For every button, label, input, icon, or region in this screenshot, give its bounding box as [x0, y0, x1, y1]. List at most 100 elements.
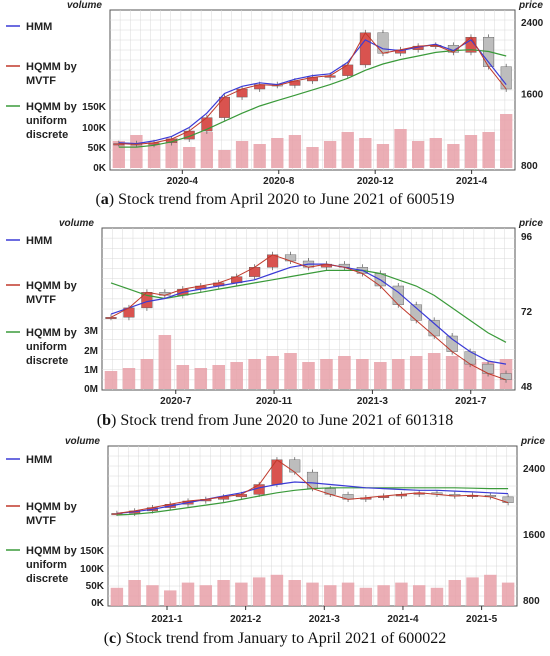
x-tick-label: 2021-4: [387, 614, 419, 625]
volume-bar: [448, 580, 461, 606]
volume-bar: [235, 141, 249, 168]
caption-c: (c) Stock trend from January to April 20…: [103, 630, 447, 647]
legend-hmm-label: HMM: [26, 454, 52, 466]
legend-hmm-label: HMM: [26, 235, 52, 247]
series-hmm-line: [116, 481, 509, 514]
series-hmm-line: [110, 263, 507, 365]
volume-bar: [112, 141, 125, 168]
volume-bar: [374, 362, 387, 389]
x-tick-label: 2021-3: [309, 614, 341, 625]
volume-bar: [200, 132, 214, 168]
caption-a: (a) Stock trend from April 2020 to June …: [95, 191, 455, 208]
candle-body: [377, 32, 389, 54]
volume-tick-label: 3M: [84, 326, 98, 337]
volume-bar: [248, 359, 261, 389]
candle-body: [105, 317, 117, 319]
volume-bar: [356, 359, 369, 389]
chart-b: volume price 96 72 48 3M 2M 1M 0M 2020-7 2020-11 20…: [6, 218, 543, 407]
volume-bar: [500, 114, 513, 168]
x-tick-label: 2021-1: [151, 614, 183, 625]
volume-bar: [427, 353, 441, 389]
volume-bar: [377, 585, 390, 606]
volume-tick-label: 150K: [82, 102, 107, 113]
legend-uniform-label: discrete: [26, 573, 68, 585]
volume-bar: [338, 356, 351, 389]
volume-bar: [409, 356, 423, 389]
volume-bar: [253, 144, 266, 168]
volume-bar: [199, 585, 213, 606]
volume-bar: [359, 138, 372, 168]
candle-body: [500, 373, 512, 380]
legend-uniform-label: discrete: [26, 355, 68, 367]
volume-bar: [271, 138, 284, 168]
volume-bar: [235, 582, 248, 606]
volume-bar: [217, 580, 230, 606]
legend-uniform-label: uniform: [26, 115, 67, 127]
x-tick-label: 2021-5: [466, 614, 498, 625]
price-axis-title: price: [518, 218, 543, 229]
x-tick-label: 2021-7: [455, 396, 487, 407]
legend-mvtf-label: HQMM by: [26, 501, 78, 513]
legend-mvtf-label: HQMM by: [26, 280, 78, 292]
chart-c: volume price 2400 1600 800 150K 100K 50K 0K 2021-…: [6, 436, 546, 625]
candle-body: [482, 363, 494, 374]
legend-hmm-label: HMM: [26, 21, 52, 33]
candle-body: [289, 459, 301, 473]
candle-body: [500, 66, 512, 90]
x-tick-label: 2020-11: [256, 396, 293, 407]
volume-bar: [146, 585, 159, 606]
volume-tick-label: 0K: [91, 598, 105, 609]
volume-bar: [411, 141, 425, 168]
volume-bar: [466, 577, 479, 606]
candle-body: [502, 496, 514, 503]
volume-bar: [430, 587, 444, 606]
series-mvtf-line: [110, 254, 507, 381]
volume-bar: [181, 582, 195, 606]
volume-bar: [306, 147, 319, 168]
legend-uniform-label: HQMM by: [26, 327, 78, 339]
volume-bar: [158, 335, 172, 389]
volume-tick-label: 1M: [84, 365, 98, 376]
series-mvtf-line: [118, 31, 507, 145]
volume-tick-label: 0K: [93, 163, 107, 174]
volume-bar: [302, 362, 315, 389]
price-axis-title: price: [518, 0, 543, 11]
legend-mvtf-label: MVTF: [26, 294, 56, 306]
price-tick-label: 48: [521, 382, 533, 393]
series-uniform-line: [110, 269, 507, 343]
volume-bar: [164, 590, 177, 606]
volume-bar: [341, 582, 355, 606]
volume-bar: [110, 587, 124, 606]
candle-body: [249, 267, 261, 277]
volume-bar: [463, 359, 477, 389]
volume-bar: [320, 359, 333, 389]
volume-axis-title: volume: [67, 0, 102, 11]
volume-bar: [484, 574, 497, 606]
series-mvtf-line: [116, 459, 509, 514]
price-tick-label: 96: [521, 232, 533, 243]
legend-uniform-label: HQMM by: [26, 101, 78, 113]
volume-bar: [218, 150, 231, 168]
volume-bar: [122, 368, 136, 389]
volume-bar: [194, 368, 208, 389]
x-tick-label: 2020-7: [160, 396, 192, 407]
chart-panel-c: volume price 2400 1600 800 150K 100K 50K 0K 2021-…: [0, 432, 550, 656]
candle-body: [218, 96, 230, 118]
volume-bar: [252, 577, 266, 606]
series-uniform-line: [118, 49, 507, 148]
volume-bar: [266, 356, 279, 389]
volume-bar: [464, 135, 478, 168]
volume-bar: [376, 144, 390, 168]
volume-bar: [501, 582, 515, 606]
legend-mvtf-label: MVTF: [26, 75, 56, 87]
candle-body: [410, 304, 422, 321]
price-tick-label: 72: [521, 307, 533, 318]
volume-bar: [183, 147, 196, 168]
legend-uniform-label: uniform: [26, 559, 67, 571]
volume-bar: [288, 135, 302, 168]
volume-bar: [212, 365, 226, 389]
volume-bar: [341, 132, 354, 168]
volume-bar: [284, 353, 297, 389]
volume-bar: [445, 356, 459, 389]
volume-tick-label: 0M: [84, 384, 98, 395]
